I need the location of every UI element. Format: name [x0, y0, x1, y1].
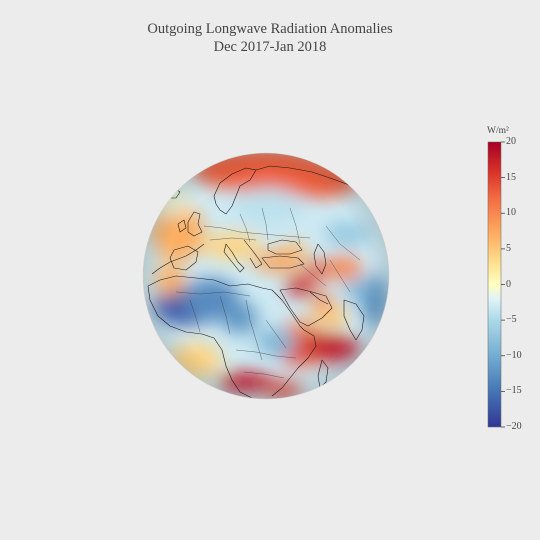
globe-surface [143, 153, 389, 399]
colorbar-tick-marks [501, 141, 505, 428]
colorbar-tick-label: 15 [506, 171, 516, 183]
chart-title: Outgoing Longwave Radiation Anomalies De… [0, 20, 540, 56]
colorbar-tick-label: −10 [506, 349, 522, 361]
colorbar-tick-label: 10 [506, 207, 516, 219]
colorbar-tick-label: −20 [506, 421, 522, 432]
colorbar-tick-label: −5 [506, 314, 517, 326]
colorbar-unit-label: W/m² [487, 126, 509, 136]
colorbar-tick-label: 0 [506, 278, 511, 290]
chart-title-line-2: Dec 2017-Jan 2018 [213, 39, 327, 55]
colorbar-gradient [487, 141, 502, 428]
globe-outline [142, 152, 390, 400]
colorbar [487, 141, 505, 428]
colorbar-tick-label: 5 [506, 242, 511, 254]
chart-title-line-1: Outgoing Longwave Radiation Anomalies [147, 21, 393, 37]
colorbar-tick-label: −15 [506, 385, 522, 397]
colorbar-tick-label: 20 [506, 136, 516, 147]
globe-shading [143, 153, 389, 399]
